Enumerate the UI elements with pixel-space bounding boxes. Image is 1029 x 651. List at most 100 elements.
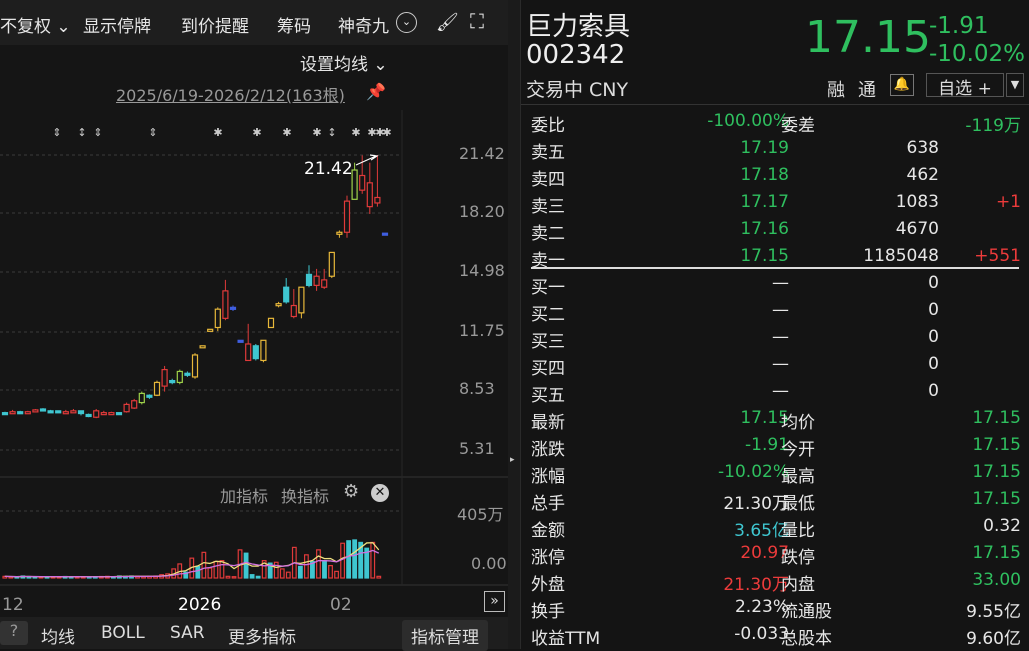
value: -100.00% [707, 111, 789, 131]
margin-badge: 融 [827, 80, 845, 101]
candle-body [70, 410, 77, 414]
more-indicators-tab[interactable]: 更多指标 [228, 628, 296, 648]
candle-body [298, 286, 305, 314]
scroll-right-button[interactable]: » [484, 591, 505, 612]
candle-body [9, 411, 16, 415]
ask-volume: 4670 [895, 219, 939, 239]
candle-body [283, 286, 290, 303]
ma-setting-dropdown[interactable]: 设置均线 ⌄ [300, 55, 388, 75]
candle-body [24, 411, 31, 415]
signal-marker: ✱ [282, 126, 291, 139]
candle-body [328, 251, 335, 277]
value: 3.65亿 [734, 521, 789, 541]
add-indicator-button[interactable]: 加指标 [220, 487, 269, 506]
volume-bar [267, 562, 273, 579]
label: 卖二 [531, 224, 565, 244]
chips-button[interactable]: 筹码 [277, 17, 311, 37]
add-watchlist-button[interactable]: 自选 + [926, 73, 1004, 99]
bid-volume: 0 [928, 300, 939, 320]
ask-price[interactable]: 17.16 [740, 219, 789, 239]
volume-bar [346, 540, 352, 579]
candle-body [93, 410, 100, 418]
stat-row: 涨停 20.97 跌停 17.15 [531, 540, 1021, 568]
value: 17.15 [972, 543, 1021, 563]
volume-bar [358, 541, 364, 579]
bell-icon[interactable]: 🔔 [890, 74, 914, 96]
ask-price[interactable]: 17.18 [740, 165, 789, 185]
help-icon[interactable]: ? [0, 621, 28, 645]
value: 21.30万 [723, 575, 789, 595]
volume-bar [195, 565, 201, 579]
candlestick-chart[interactable]: ⇕ ↕ ⇕ ⇕ ✱ ✱ ✱ ✱ ↕ ✱ ✱✱✱ [0, 110, 508, 610]
value: 21.30万 [723, 494, 789, 514]
volume-bar [340, 542, 345, 579]
value: 17.15 [972, 408, 1021, 428]
ask-price[interactable]: 17.19 [740, 138, 789, 158]
volume-bar [334, 570, 339, 579]
candle-body [290, 304, 297, 318]
bid-volume: 0 [928, 354, 939, 374]
brush-icon[interactable]: 🖌 [436, 12, 459, 33]
volume-bar [328, 564, 333, 579]
dropdown-arrow-icon[interactable]: ▼ [1006, 73, 1024, 97]
volume-bar [261, 560, 267, 579]
volume-bar [364, 547, 370, 579]
divider [521, 104, 1029, 105]
stat-row: 总手 21.30万 最低 17.15 [531, 486, 1021, 514]
candle-body [222, 290, 229, 319]
price-tick: 5.31 [459, 439, 495, 458]
candle-body [199, 345, 206, 349]
label: 卖一 [531, 251, 565, 271]
gear-icon[interactable]: ⚙ [343, 481, 360, 502]
bid-price[interactable]: — [772, 300, 789, 320]
date-range[interactable]: 2025/6/19-2026/2/12(163根) [116, 86, 345, 105]
sar-tab[interactable]: SAR [170, 623, 205, 643]
volume-bar [303, 554, 309, 579]
stat-row: 换手 2.23% 流通股 9.55亿 [531, 594, 1021, 622]
fullscreen-icon[interactable]: ⛶ [470, 9, 484, 33]
ask-row: 卖五 17.19 638 [531, 135, 1021, 163]
ask-volume: 462 [906, 165, 939, 185]
ask-price[interactable]: 17.17 [740, 192, 789, 212]
volume-bar [310, 560, 315, 579]
ma-tab[interactable]: 均线 [41, 628, 75, 648]
show-suspension-button[interactable]: 显示停牌 [83, 17, 151, 37]
high-arrow [355, 154, 379, 166]
candle-body [359, 174, 366, 191]
label: 卖四 [531, 170, 565, 190]
candle-body [245, 343, 252, 362]
pin-icon[interactable]: 📌 [366, 82, 386, 101]
label: 金额 [531, 521, 565, 541]
signal-marker: ⇕ [148, 126, 157, 139]
label: 买二 [531, 305, 565, 325]
volume-bar [231, 576, 237, 579]
splitter[interactable]: ▸ [508, 0, 520, 649]
signal-marker: ✱ [375, 126, 384, 139]
bid-price[interactable]: — [772, 381, 789, 401]
value: 2.23% [734, 597, 789, 617]
bid-price[interactable]: — [772, 354, 789, 374]
candle-body [123, 403, 130, 413]
magic-nine-button[interactable]: 神奇九 [338, 17, 389, 37]
adjust-dropdown[interactable]: 不复权 ⌄ [0, 17, 71, 37]
volume-bar [219, 560, 225, 579]
candle-body [260, 339, 267, 362]
candle-body [343, 200, 351, 233]
swap-indicator-button[interactable]: 换指标 [281, 487, 330, 506]
candle-body [381, 232, 389, 236]
bid-price[interactable]: — [772, 273, 789, 293]
chevron-down-icon[interactable]: ⌄ [396, 12, 417, 33]
vol-tick: 405万 [457, 505, 504, 524]
signal-marker: ↕ [327, 126, 336, 139]
signal-marker: ⇕ [93, 126, 102, 139]
indicator-manage-button[interactable]: 指标管理 [402, 620, 488, 651]
close-icon[interactable]: ✕ [371, 484, 389, 502]
collapse-arrow-icon[interactable]: ▸ [510, 455, 515, 465]
signal-marker: ⇕ [52, 126, 61, 139]
volume-bar [279, 568, 285, 579]
boll-tab[interactable]: BOLL [101, 623, 145, 643]
price-alert-button[interactable]: 到价提醒 [181, 17, 249, 37]
ask-row: 卖一 17.15 1185048 +551 [531, 243, 1021, 271]
bid-price[interactable]: — [772, 327, 789, 347]
ask-price[interactable]: 17.15 [740, 246, 789, 266]
